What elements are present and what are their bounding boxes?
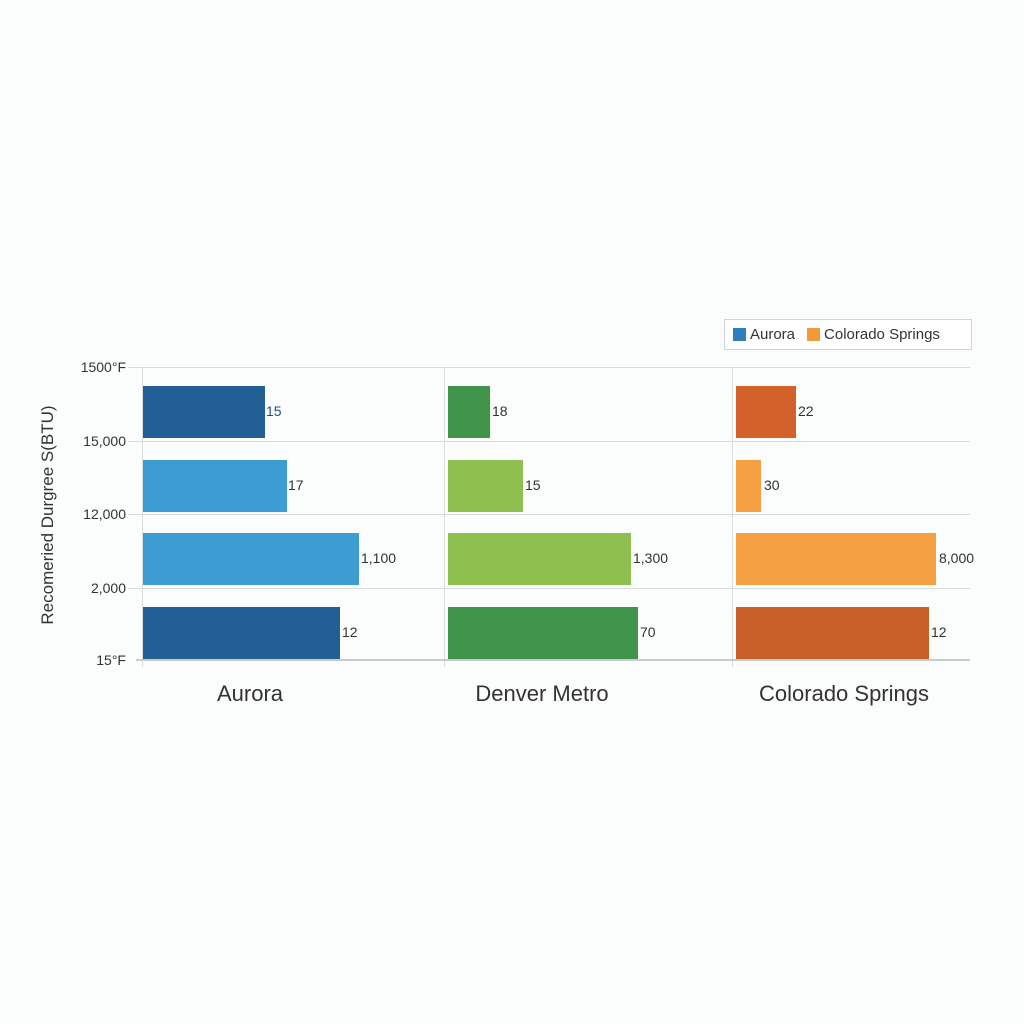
bar-colorado-springs-3	[736, 533, 936, 585]
bar-denver-2	[448, 460, 523, 512]
bar-colorado-springs-1	[736, 386, 796, 438]
legend-item-colorado-springs: Colorado Springs	[807, 326, 940, 343]
grid-line	[128, 588, 970, 589]
bar-colorado-springs-2	[736, 460, 761, 512]
bar-aurora-3	[143, 533, 359, 585]
chart-legend: Aurora Colorado Springs	[724, 319, 972, 350]
x-category-colorado-springs: Colorado Springs	[759, 681, 929, 706]
legend-label: Aurora	[750, 326, 796, 343]
bar-value-label: 22	[798, 403, 814, 419]
bar-aurora-1	[143, 386, 265, 438]
bar-value-label: 70	[640, 624, 656, 640]
x-category-aurora: Aurora	[216, 681, 284, 706]
y-tick: 12,000	[83, 506, 126, 522]
bar-value-label: 15	[266, 403, 282, 419]
bar-value-label: 8,000	[939, 550, 975, 566]
bar-colorado-springs-4	[736, 607, 929, 659]
grid-line	[128, 514, 970, 515]
bar-aurora-4	[143, 607, 340, 659]
bar-value-label: 12	[342, 624, 358, 640]
bar-value-label: 1,300	[633, 550, 669, 566]
bar-value-label: 17	[288, 477, 304, 493]
y-tick: 15,000	[83, 433, 126, 449]
legend-label: Colorado Springs	[824, 326, 940, 343]
x-axis-baseline	[136, 659, 970, 661]
y-tick: 15°F	[96, 652, 126, 668]
bar-denver-4	[448, 607, 638, 659]
legend-item-aurora: Aurora	[733, 326, 795, 343]
legend-swatch-aurora	[733, 328, 746, 341]
group-divider	[142, 367, 143, 667]
bar-value-label: 18	[492, 403, 508, 419]
bar-denver-1	[448, 386, 490, 438]
legend-swatch-colorado-springs	[807, 328, 821, 341]
bar-denver-3	[448, 533, 631, 585]
y-axis-label: Recomeried Durgree S(BTU)	[38, 405, 57, 625]
y-tick: 2,000	[90, 580, 126, 596]
group-divider	[444, 367, 445, 667]
bar-value-label: 1,100	[361, 550, 397, 566]
grid-line	[128, 441, 970, 442]
bar-value-label: 30	[764, 477, 780, 493]
bar-value-label: 12	[931, 624, 947, 640]
y-tick: 1500°F	[80, 359, 126, 375]
group-divider	[732, 367, 733, 667]
x-category-denver-metro: Denver Metro	[475, 681, 609, 706]
grid-line	[128, 367, 970, 368]
bar-value-label: 15	[525, 477, 541, 493]
bar-aurora-2	[143, 460, 287, 512]
